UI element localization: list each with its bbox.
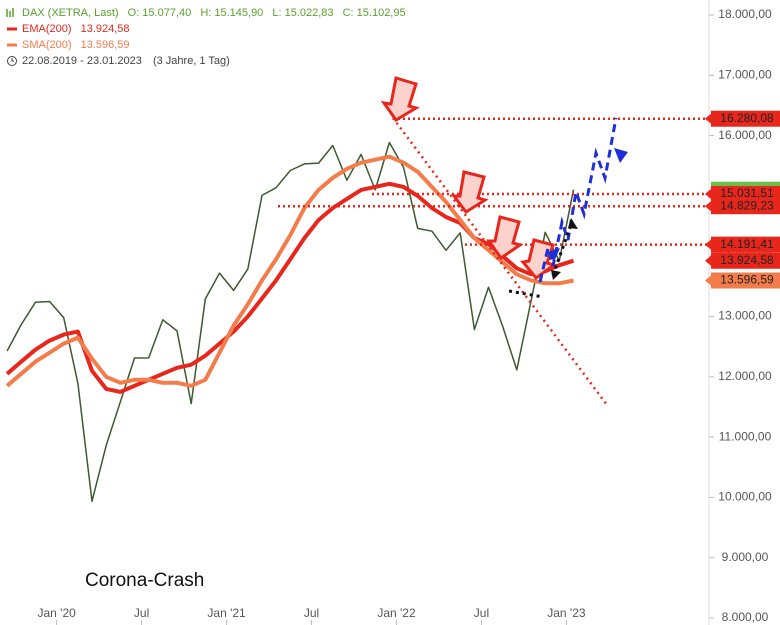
- x-tick-label: Jan '23: [547, 606, 586, 620]
- legend-label: EMA(200): [22, 23, 72, 35]
- level-tag: [711, 110, 780, 127]
- annotation: Corona-Crash: [85, 570, 204, 591]
- header: DAX (XETRA, Last) O: 15.077,40 H: 15.145…: [6, 7, 406, 67]
- legend-value: 13.596,59: [81, 39, 130, 51]
- value-tag-pointer: [705, 275, 711, 286]
- series-line: [6, 141, 575, 503]
- level-tag-label: 15.031,51: [720, 186, 774, 200]
- symbol: DAX (XETRA, Last): [22, 7, 119, 19]
- y-tick-label: 16.000,00: [718, 128, 772, 142]
- level-tag-label: 16.280,08: [720, 111, 774, 125]
- y-tick-label: 17.000,00: [718, 67, 772, 81]
- series-line: [5, 154, 574, 388]
- x-tick-label: Jul: [134, 606, 149, 620]
- y-tick-label: 18.000,00: [718, 7, 772, 21]
- dotted-path: [508, 289, 544, 299]
- level-tag: [711, 236, 780, 253]
- date-range: 22.08.2019 - 23.01.2023 (3 Jahre, 1 Tag): [22, 55, 230, 67]
- level-tag-label: 14.829,23: [720, 198, 774, 212]
- drawings: [380, 76, 628, 406]
- x-tick-label: Jul: [474, 606, 489, 620]
- y-tick-label: 12.000,00: [718, 369, 772, 383]
- x-tick-label: Jan '20: [37, 606, 76, 620]
- level-tag: [711, 198, 780, 215]
- level-tag-pointer: [705, 201, 711, 212]
- low: L: 15.022,83: [272, 7, 333, 19]
- high: H: 15.145,90: [200, 7, 263, 19]
- x-tick-label: Jan '21: [207, 606, 246, 620]
- arrow: [486, 215, 524, 261]
- value-tag: [711, 272, 780, 289]
- legend-ema: EMA(200) 13.924,58: [22, 23, 130, 35]
- level-tag: [711, 185, 780, 202]
- close: C: 15.102,95: [343, 7, 406, 19]
- projection: [538, 117, 618, 283]
- red-arrows: [380, 76, 558, 281]
- level-tag-pointer: [705, 113, 711, 124]
- level-tag-label: 14.191,41: [720, 237, 774, 251]
- arrow-head: [551, 270, 561, 280]
- arrow: [451, 170, 489, 215]
- arrow: [380, 76, 420, 123]
- icon: [6, 8, 14, 17]
- clock-icon: [11, 58, 14, 62]
- range: 22.08.2019 - 23.01.2023: [22, 55, 142, 67]
- open: O: 15.077,40: [128, 7, 192, 19]
- x-tick-label: Jan '22: [377, 606, 416, 620]
- x-tick-label: Jul: [304, 606, 319, 620]
- y-tick-label: 8.000,00: [722, 610, 769, 624]
- y-tick-label: 10.000,00: [718, 490, 772, 504]
- y-tick-label: 11.000,00: [719, 429, 772, 443]
- header-line: DAX (XETRA, Last) O: 15.077,40 H: 15.145…: [22, 7, 406, 19]
- y-tick-label: 13.000,00: [718, 309, 772, 323]
- dotted-path: [551, 221, 574, 276]
- arrow-head: [568, 218, 578, 229]
- value-tag-label: 13.924,58: [720, 253, 774, 267]
- legend-value: 13.924,58: [81, 23, 130, 35]
- value-tag: [711, 252, 780, 269]
- legend-label: SMA(200): [22, 39, 72, 51]
- legend-sma: SMA(200) 13.596,59: [22, 39, 130, 51]
- projection-head: [548, 248, 560, 262]
- value-tag-label: 13.596,59: [720, 273, 774, 287]
- clock-icon: [7, 56, 17, 66]
- level-tag-pointer: [705, 239, 711, 250]
- period: (3 Jahre, 1 Tag): [153, 55, 230, 67]
- plot-area: 8.000,00 9.000,00 10.000,00 11.000,00 12.000…: [5, 7, 772, 625]
- value-tag-pointer: [705, 255, 711, 266]
- level-tag-pointer: [705, 188, 711, 199]
- y-tick-label: 9.000,00: [722, 550, 769, 564]
- projection-head: [614, 148, 628, 163]
